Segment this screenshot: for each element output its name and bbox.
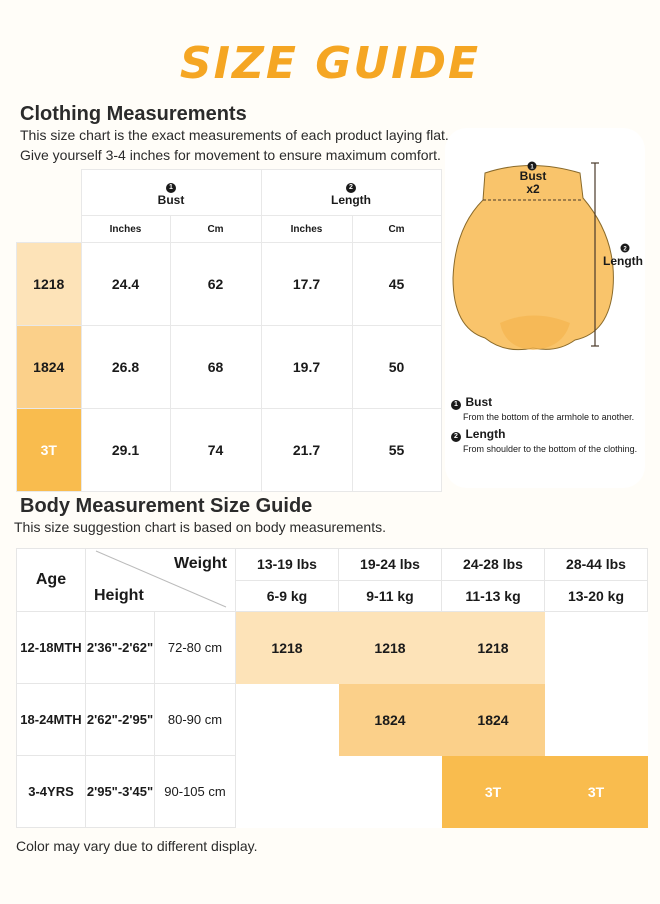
number-one-icon: 1 <box>451 400 461 410</box>
bust-header-label: Bust <box>157 193 185 207</box>
bust-cm-header: Cm <box>169 215 262 243</box>
size-cell <box>544 611 648 684</box>
length-header: 2 Length <box>260 169 442 216</box>
age-header: Age <box>16 548 86 612</box>
size-cell: 3T <box>544 755 648 828</box>
clothing-desc-1: This size chart is the exact measurement… <box>20 127 449 143</box>
value-cell: 21.7 <box>260 408 353 492</box>
size-cell <box>235 683 339 756</box>
age-cell: 18-24MTH <box>16 683 86 756</box>
weight-lbs-cell: 13-19 lbs <box>235 548 339 581</box>
weight-lbs-cell: 24-28 lbs <box>441 548 545 581</box>
value-cell: 17.7 <box>260 242 353 326</box>
bust-inches-header: Inches <box>80 215 171 243</box>
diagram-bust-x2: x2 <box>526 182 540 196</box>
weight-lbs-cell: 19-24 lbs <box>338 548 442 581</box>
weight-kg-cell: 9-11 kg <box>338 579 442 612</box>
number-two-icon: 2 <box>451 432 461 442</box>
value-cell: 62 <box>169 242 262 326</box>
weight-label: Weight <box>173 555 227 572</box>
size-cell: 1218 <box>16 242 82 326</box>
height-cm-cell: 90-105 cm <box>154 755 236 828</box>
table-row: 3-4YRS 2'95"-3'45" 90-105 cm 3T 3T <box>16 755 648 828</box>
body-heading: Body Measurement Size Guide <box>20 495 313 517</box>
height-in-cell: 2'62"-2'95" <box>85 683 155 756</box>
size-cell: 1218 <box>441 611 545 684</box>
value-cell: 45 <box>351 242 442 326</box>
height-in-cell: 2'36"-2'62" <box>85 611 155 684</box>
size-cell <box>338 755 442 828</box>
table-row: 3T 29.1 74 21.7 55 <box>16 408 442 492</box>
height-in-cell: 2'95"-3'45" <box>85 755 155 828</box>
value-cell: 29.1 <box>80 408 171 492</box>
value-cell: 26.8 <box>80 325 171 409</box>
diagram-card: 1 2 Bust x2 Length 1 Bust From the botto… <box>445 128 645 488</box>
number-one-icon: 1 <box>166 183 176 193</box>
height-cm-cell: 80-90 cm <box>154 683 236 756</box>
diagonal-divider <box>95 550 227 608</box>
size-cell: 1824 <box>16 325 82 409</box>
clothing-table: 1 Bust 2 Length Inches Cm Inches Cm 1218… <box>16 169 442 492</box>
weight-height-header: Weight Height <box>85 548 236 612</box>
weight-kg-cell: 13-20 kg <box>544 579 648 612</box>
weight-kg-cell: 11-13 kg <box>441 579 545 612</box>
clothing-heading: Clothing Measurements <box>20 103 247 125</box>
age-cell: 3-4YRS <box>16 755 86 828</box>
footer-note: Color may vary due to different display. <box>16 838 258 854</box>
length-inches-header: Inches <box>260 215 353 243</box>
svg-text:1: 1 <box>530 165 534 171</box>
sleep-sack-illustration: 1 2 <box>452 161 630 351</box>
value-cell: 55 <box>351 408 442 492</box>
diagram-length-label: Length <box>603 254 643 268</box>
table-row: 1218 24.4 62 17.7 45 <box>16 242 442 326</box>
size-cell: 1218 <box>235 611 339 684</box>
length-header-label: Length <box>331 193 371 207</box>
body-desc: This size suggestion chart is based on b… <box>14 519 386 535</box>
size-cell: 3T <box>441 755 545 828</box>
size-cell: 1824 <box>338 683 442 756</box>
value-cell: 19.7 <box>260 325 353 409</box>
size-cell <box>544 683 648 756</box>
weight-kg-cell: 6-9 kg <box>235 579 339 612</box>
height-cm-cell: 72-80 cm <box>154 611 236 684</box>
age-cell: 12-18MTH <box>16 611 86 684</box>
table-row: 1824 26.8 68 19.7 50 <box>16 325 442 409</box>
size-cell <box>235 755 339 828</box>
bust-header: 1 Bust <box>80 169 262 216</box>
weight-lbs-cell: 28-44 lbs <box>544 548 648 581</box>
table-row: 12-18MTH 2'36"-2'62" 72-80 cm 1218 1218 … <box>16 611 648 684</box>
value-cell: 68 <box>169 325 262 409</box>
table-row: 18-24MTH 2'62"-2'95" 80-90 cm 1824 1824 <box>16 683 648 756</box>
body-size-table: Age Weight Height 13-19 lbs 19-24 lbs 24… <box>16 548 648 828</box>
height-label: Height <box>94 587 144 604</box>
value-cell: 50 <box>351 325 442 409</box>
page-title: SIZE GUIDE <box>179 38 481 89</box>
number-two-icon: 2 <box>346 183 356 193</box>
value-cell: 74 <box>169 408 262 492</box>
size-cell: 1824 <box>441 683 545 756</box>
legend-item-length: 2 Length From shoulder to the bottom of … <box>451 425 647 454</box>
legend-item-bust: 1 Bust From the bottom of the armhole to… <box>451 393 647 422</box>
svg-text:2: 2 <box>623 247 627 253</box>
clothing-desc-2: Give yourself 3-4 inches for movement to… <box>20 147 441 163</box>
size-cell: 1218 <box>338 611 442 684</box>
value-cell: 24.4 <box>80 242 171 326</box>
length-cm-header: Cm <box>351 215 442 243</box>
diagram-bust-label: Bust x2 <box>519 169 547 196</box>
size-cell: 3T <box>16 408 82 492</box>
